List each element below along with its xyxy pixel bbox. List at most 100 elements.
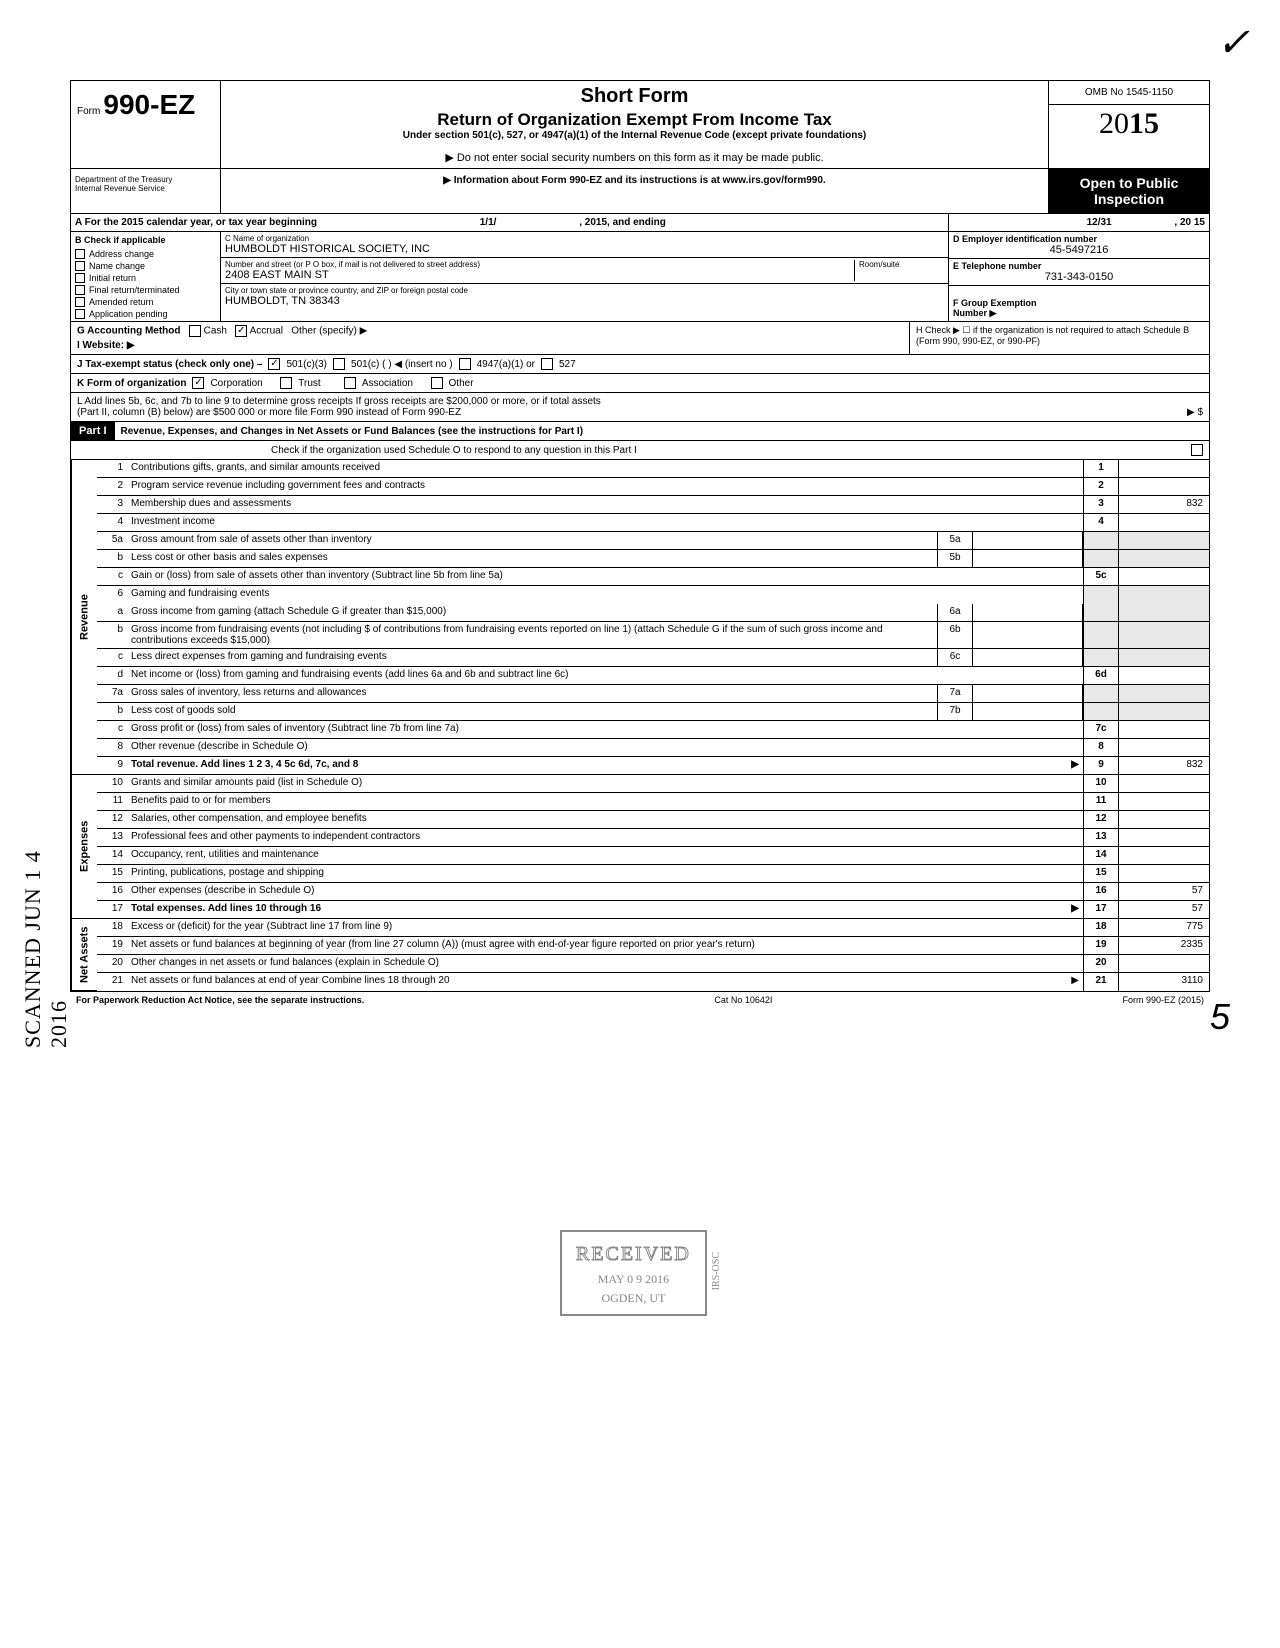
line-16-num: 16 [1083, 883, 1119, 900]
row-a-label: A For the 2015 calendar year, or tax yea… [75, 217, 317, 228]
chk-trust[interactable] [280, 377, 292, 389]
irs-osc-label: IRS-OSC [709, 1252, 725, 1290]
right-header: OMB No 1545-1150 2015 [1049, 81, 1209, 168]
received-date: MAY 0 9 2016 [576, 1270, 691, 1289]
chk-final-return[interactable] [75, 285, 85, 295]
chk-name-change[interactable] [75, 261, 85, 271]
line-20-desc: Other changes in net assets or fund bala… [127, 955, 1083, 972]
line-7b-mn: 7b [937, 703, 973, 720]
line-15-val [1119, 865, 1209, 882]
chk-application-pending[interactable] [75, 309, 85, 319]
line-11-num: 11 [1083, 793, 1119, 810]
block-bcdef: B Check if applicable Address change Nam… [71, 232, 1209, 322]
line-15-num: 15 [1083, 865, 1119, 882]
g-label: G Accounting Method [77, 326, 181, 337]
room-label: Room/suite [859, 260, 944, 269]
line-7a-mn: 7a [937, 685, 973, 702]
scanned-stamp: SCANNED JUN 1 4 2016 [20, 820, 72, 1048]
lbl-527: 527 [559, 359, 576, 370]
line-14-val [1119, 847, 1209, 864]
row-a-year: , 20 15 [1174, 217, 1205, 228]
line-9-val: 832 [1119, 757, 1209, 774]
phone-value: 731-343-0150 [953, 271, 1205, 283]
l-text-1: L Add lines 5b, 6c, and 7b to line 9 to … [77, 396, 1203, 407]
line-11-val [1119, 793, 1209, 810]
chk-501c3[interactable]: ✓ [268, 358, 280, 370]
chk-accrual[interactable]: ✓ [235, 325, 247, 337]
form-prefix: Form [77, 106, 100, 117]
chk-amended-return[interactable] [75, 297, 85, 307]
part-1-row: Part I Revenue, Expenses, and Changes in… [71, 422, 1209, 441]
line-16-desc: Other expenses (describe in Schedule O) [127, 883, 1083, 900]
line-19-val: 2335 [1119, 937, 1209, 954]
lbl-4947: 4947(a)(1) or [477, 359, 535, 370]
footer-mid: Cat No 10642I [714, 995, 772, 1005]
line-6c-mn: 6c [937, 649, 973, 666]
chk-corporation[interactable]: ✓ [192, 377, 204, 389]
line-5a-desc: Gross amount from sale of assets other t… [127, 532, 937, 549]
line-13-desc: Professional fees and other payments to … [127, 829, 1083, 846]
chk-527[interactable] [541, 358, 553, 370]
row-a-begin: 1/1/ [480, 217, 497, 228]
lbl-address-change: Address change [89, 249, 154, 259]
line-5c-num: 5c [1083, 568, 1119, 585]
header-row-2: Department of the Treasury Internal Reve… [71, 169, 1209, 214]
chk-501c[interactable] [333, 358, 345, 370]
line-8-val [1119, 739, 1209, 756]
line-13-num: 13 [1083, 829, 1119, 846]
title-cell: Short Form Return of Organization Exempt… [221, 81, 1049, 168]
line-6d-num: 6d [1083, 667, 1119, 684]
line-5c-val [1119, 568, 1209, 585]
line-2-val [1119, 478, 1209, 495]
line-1-desc: Contributions gifts, grants, and similar… [127, 460, 1083, 477]
handwritten-5: 5 [1210, 996, 1230, 1038]
row-a-end: 12/31 [1087, 217, 1112, 228]
line-19-num: 19 [1083, 937, 1119, 954]
f-label: F Group Exemption Number ▶ [953, 298, 1037, 318]
chk-association[interactable] [344, 377, 356, 389]
chk-cash[interactable] [189, 325, 201, 337]
omb-number: OMB No 1545-1150 [1049, 81, 1209, 105]
line-13-val [1119, 829, 1209, 846]
org-name: HUMBOLDT HISTORICAL SOCIETY, INC [225, 243, 944, 255]
chk-other-org[interactable] [431, 377, 443, 389]
line-7c-num: 7c [1083, 721, 1119, 738]
city-label: City or town state or province country, … [225, 286, 944, 295]
chk-address-change[interactable] [75, 249, 85, 259]
col-b-header: B Check if applicable [71, 232, 220, 248]
lbl-amended-return: Amended return [89, 297, 154, 307]
lbl-accrual: Accrual [250, 326, 283, 337]
line-6b-desc: Gross income from fundraising events (no… [127, 622, 937, 648]
line-18-desc: Excess or (deficit) for the year (Subtra… [127, 919, 1083, 936]
line-19-desc: Net assets or fund balances at beginning… [127, 937, 1083, 954]
line-8-desc: Other revenue (describe in Schedule O) [127, 739, 1083, 756]
line-18-num: 18 [1083, 919, 1119, 936]
l-arrow: ▶ $ [1187, 407, 1203, 418]
line-6d-desc: Net income or (loss) from gaming and fun… [127, 667, 1083, 684]
received-title: RECEIVED [576, 1238, 691, 1270]
line-10-desc: Grants and similar amounts paid (list in… [127, 775, 1083, 792]
row-a-mid: , 2015, and ending [579, 217, 666, 228]
line-14-num: 14 [1083, 847, 1119, 864]
line-10-num: 10 [1083, 775, 1119, 792]
expenses-section: Expenses 10Grants and similar amounts pa… [71, 775, 1209, 919]
line-8-num: 8 [1083, 739, 1119, 756]
row-l: L Add lines 5b, 6c, and 7b to line 9 to … [71, 393, 1209, 422]
line-7c-val [1119, 721, 1209, 738]
received-loc: OGDEN, UT [576, 1289, 691, 1308]
line-1-num: 1 [1083, 460, 1119, 477]
chk-4947[interactable] [459, 358, 471, 370]
lbl-cash: Cash [204, 326, 227, 337]
chk-initial-return[interactable] [75, 273, 85, 283]
check-o-row: Check if the organization used Schedule … [71, 441, 1209, 460]
form-990ez: Form 990-EZ Short Form Return of Organiz… [70, 80, 1210, 992]
line-21-num: 21 [1083, 973, 1119, 991]
line-5b-mn: 5b [937, 550, 973, 567]
check-o-text: Check if the organization used Schedule … [271, 445, 637, 456]
col-de: D Employer identification number 45-5497… [949, 232, 1209, 321]
line-18-val: 775 [1119, 919, 1209, 936]
h-block: H Check ▶ ☐ if the organization is not r… [909, 322, 1209, 354]
line-6b-mn: 6b [937, 622, 973, 648]
org-city: HUMBOLDT, TN 38343 [225, 295, 944, 307]
chk-schedule-o[interactable] [1191, 444, 1203, 456]
